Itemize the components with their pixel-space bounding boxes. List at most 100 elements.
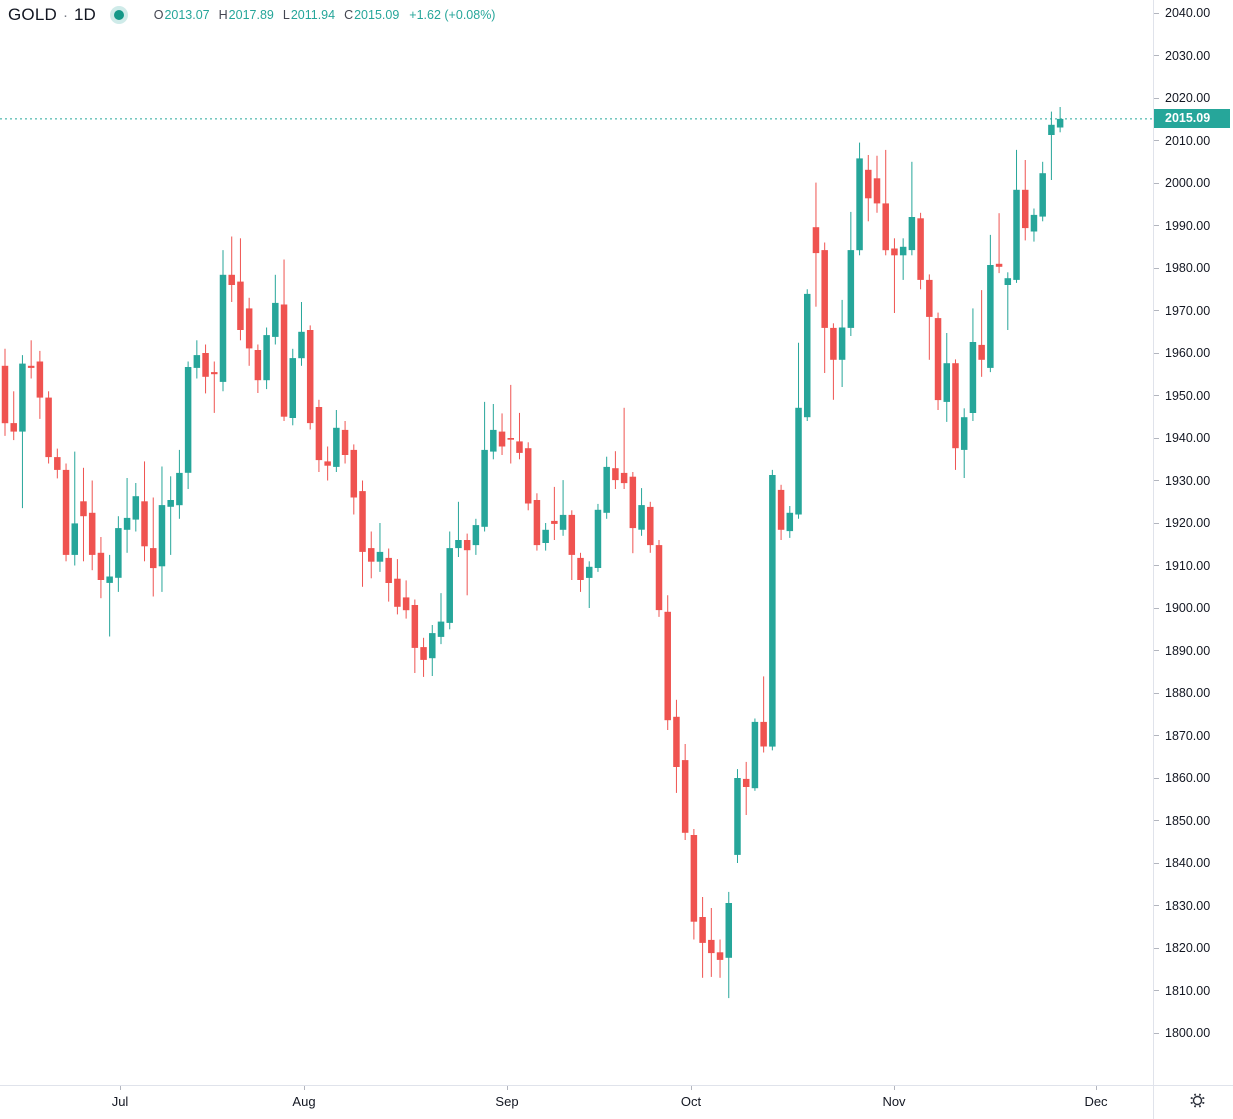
candle-body <box>19 363 26 432</box>
candle <box>315 399 323 472</box>
candle <box>333 410 340 472</box>
candle-body <box>263 335 270 381</box>
price-tick-label: 1880.00 <box>1165 686 1211 700</box>
price-tick <box>1154 225 1159 226</box>
month-label-jul: Jul <box>111 1094 129 1109</box>
candle <box>106 554 113 637</box>
symbol-name[interactable]: GOLD <box>8 5 57 24</box>
candle <box>603 456 610 519</box>
month-label-dec: Dec <box>1084 1094 1108 1109</box>
candle-body <box>899 246 907 256</box>
candle-body <box>603 466 610 513</box>
timeframe-label[interactable]: 1D <box>73 5 96 24</box>
candle-body <box>420 647 427 660</box>
candle-body <box>725 903 733 958</box>
candle-body <box>865 169 872 199</box>
axis-corner <box>1154 1086 1233 1119</box>
candle-body <box>838 327 846 360</box>
candle <box>350 444 358 515</box>
candle-body <box>1013 189 1020 280</box>
candle <box>394 559 401 615</box>
candle-body <box>777 489 785 530</box>
time-axis[interactable]: Jul Aug Sep Oct Nov Dec <box>0 1086 1153 1119</box>
candle <box>228 236 235 302</box>
candle-body <box>149 548 157 569</box>
price-tick-label: 2040.00 <box>1165 6 1211 20</box>
candle <box>193 340 201 379</box>
candle <box>62 463 70 562</box>
candle <box>725 891 733 999</box>
candle-body <box>882 203 889 251</box>
candle <box>455 501 462 557</box>
price-tick <box>1154 820 1159 821</box>
candle-body <box>699 917 706 943</box>
candle <box>254 344 262 393</box>
candle <box>158 466 166 592</box>
candle <box>263 327 270 390</box>
axis-settings-button[interactable] <box>1185 1088 1209 1112</box>
candle-body <box>272 302 279 337</box>
candle <box>664 595 671 730</box>
candle <box>681 744 689 840</box>
candle <box>655 540 663 617</box>
candle <box>673 699 680 793</box>
candle-body <box>969 342 977 413</box>
candle <box>559 480 567 536</box>
price-axis[interactable]: 2015.09 2040.00 2030.00 2020.00 2010.00 2000… <box>1154 0 1233 1085</box>
candle-body <box>594 509 602 568</box>
candle <box>812 182 820 307</box>
price-tick <box>1154 140 1159 141</box>
candle-body <box>333 427 340 467</box>
candle-body <box>132 496 140 520</box>
price-tick <box>1154 905 1159 906</box>
candle <box>568 510 576 580</box>
candle <box>359 480 366 587</box>
candle-body <box>62 469 70 555</box>
candle-body <box>71 523 79 555</box>
candle <box>742 761 750 815</box>
candle <box>80 467 87 562</box>
price-tick <box>1154 777 1159 779</box>
candle-body <box>211 372 218 375</box>
candle <box>71 451 79 566</box>
time-axis-separator <box>0 1085 1233 1086</box>
candle-body <box>647 506 654 546</box>
candle-body <box>856 158 863 251</box>
candle <box>620 407 628 489</box>
candle <box>1021 160 1029 241</box>
price-tick <box>1154 607 1159 609</box>
candle-body <box>943 363 951 402</box>
candle-body <box>359 491 366 552</box>
candle-body <box>141 501 148 547</box>
candle <box>917 212 924 290</box>
high-value: 2017.89 <box>228 8 274 22</box>
candle-body <box>1039 173 1046 217</box>
candle-body <box>27 365 35 368</box>
chart-canvas[interactable] <box>0 0 1153 1085</box>
candle <box>437 593 445 645</box>
candle <box>830 323 837 400</box>
candle-body <box>54 457 61 470</box>
change-value: +1.62 (+0.08%) <box>409 8 496 22</box>
candle <box>402 580 410 619</box>
candle-body <box>123 517 131 530</box>
candle <box>1048 111 1055 180</box>
market-status-icon[interactable] <box>109 6 128 24</box>
price-tick <box>1154 437 1159 439</box>
price-tick-label: 1860.00 <box>1165 771 1211 785</box>
low-label: L <box>282 8 290 22</box>
month-tick <box>691 1086 692 1090</box>
candle <box>908 161 916 256</box>
candle <box>934 312 942 410</box>
candle-body <box>917 218 924 280</box>
high-label: H <box>218 8 228 22</box>
price-tick <box>1154 862 1159 864</box>
candle-body <box>193 355 201 368</box>
price-tick-label: 1980.00 <box>1165 261 1211 275</box>
candle <box>289 348 297 426</box>
price-tick-label: 1970.00 <box>1165 303 1211 318</box>
price-tick <box>1154 735 1159 736</box>
candle <box>769 469 776 751</box>
candle-body <box>638 505 645 530</box>
candle <box>237 238 244 341</box>
